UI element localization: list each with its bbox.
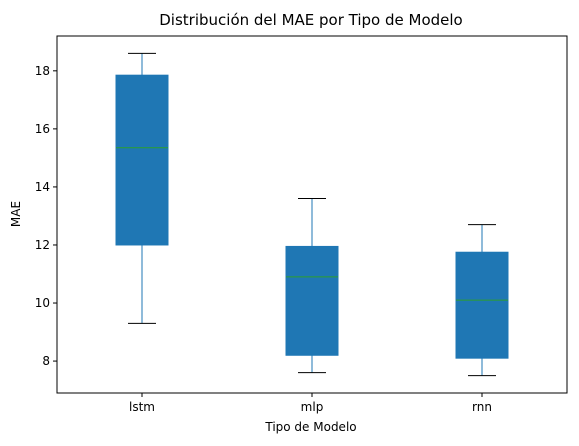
y-tick-label-16: 16 [35, 122, 50, 136]
y-axis-label: MAE [9, 201, 23, 227]
y-tick-label-18: 18 [35, 64, 50, 78]
box-rnn [455, 251, 509, 359]
chart-title: Distribución del MAE por Tipo de Modelo [159, 11, 462, 29]
y-tick-label-8: 8 [42, 354, 50, 368]
y-tick-label-12: 12 [35, 238, 50, 252]
x-tick-label-mlp: mlp [301, 400, 324, 414]
x-tick-label-lstm: lstm [129, 400, 155, 414]
y-tick-label-10: 10 [35, 296, 50, 310]
box-mlp [285, 245, 339, 356]
y-tick-label-14: 14 [35, 180, 50, 194]
box-lstm [115, 74, 169, 246]
plot-area: 8 10 12 14 16 18 lstm mlp rnn [35, 35, 568, 414]
x-tick-label-rnn: rnn [472, 400, 492, 414]
x-axis-label: Tipo de Modelo [264, 420, 356, 434]
